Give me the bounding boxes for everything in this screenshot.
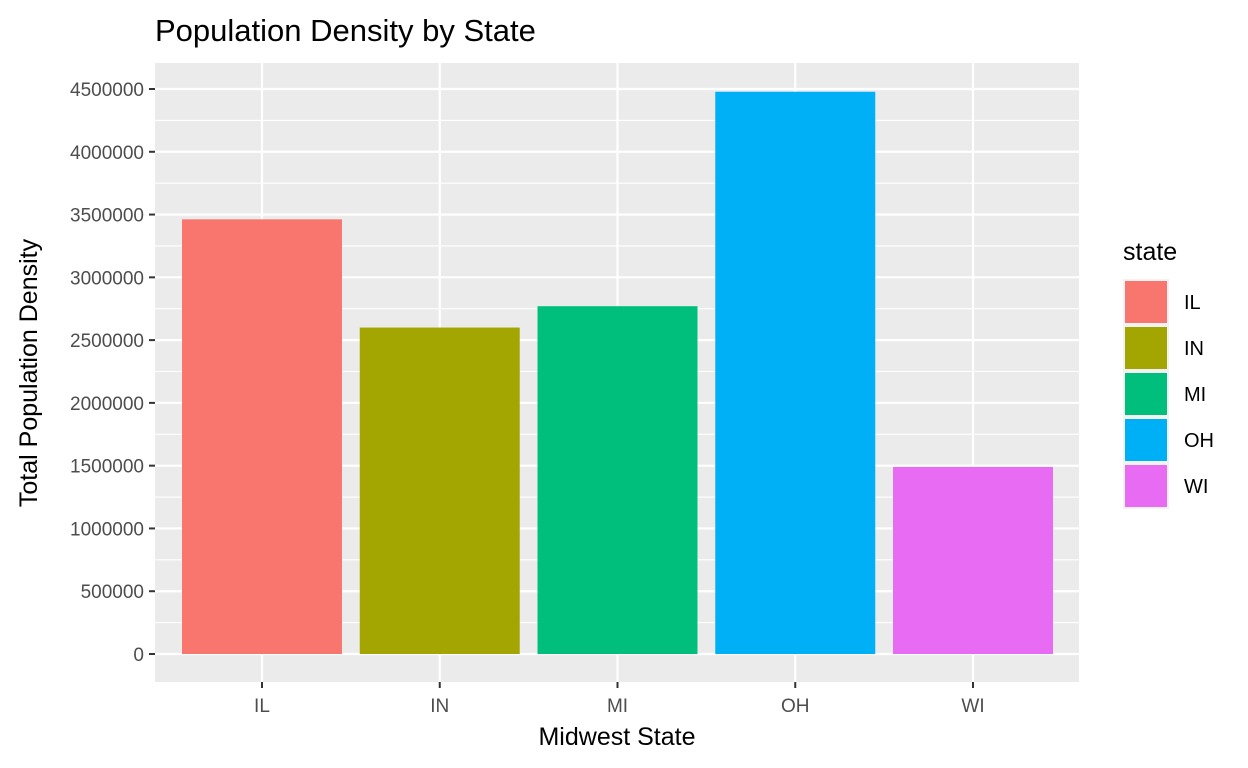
bar-oh — [715, 91, 876, 655]
legend-swatch-in — [1125, 327, 1167, 369]
y-tick-label: 1500000 — [70, 457, 144, 478]
bar-wi — [893, 466, 1053, 654]
y-tick-label: 4500000 — [70, 80, 144, 101]
x-tick-label: IL — [254, 696, 270, 717]
x-tick-label: MI — [607, 696, 628, 717]
bar-in — [359, 327, 520, 654]
legend: state IL IN MI OH WI — [1123, 238, 1214, 509]
x-tick-label: WI — [961, 696, 984, 717]
legend-label: WI — [1184, 476, 1208, 498]
x-tick-label: IN — [430, 696, 449, 717]
y-tick-label: 3000000 — [70, 268, 144, 289]
y-tick-label: 500000 — [81, 582, 144, 603]
y-tick-label: 2000000 — [70, 394, 144, 415]
legend-label: OH — [1184, 430, 1214, 452]
legend-swatch-oh — [1125, 419, 1167, 461]
y-axis: 0 500000 1000000 1500000 2000000 2500000 30000… — [70, 80, 155, 666]
y-tick-label: 2500000 — [70, 331, 144, 352]
legend-label: IL — [1184, 292, 1201, 314]
x-axis: IL IN MI OH WI — [254, 682, 985, 717]
bar-il — [182, 219, 342, 654]
y-axis-title: Total Population Density — [15, 238, 43, 507]
chart-title: Population Density by State — [155, 13, 536, 48]
bar-mi — [537, 306, 698, 654]
x-axis-title: Midwest State — [538, 723, 695, 751]
legend-swatch-mi — [1125, 373, 1167, 415]
legend-swatch-wi — [1125, 465, 1167, 507]
legend-title: state — [1123, 238, 1177, 266]
y-tick-label: 0 — [133, 645, 144, 666]
x-tick-label: OH — [781, 696, 810, 717]
bars — [182, 91, 1053, 655]
legend-label: IN — [1184, 338, 1204, 360]
y-tick-label: 3500000 — [70, 206, 144, 227]
legend-label: MI — [1184, 384, 1206, 406]
y-tick-label: 4000000 — [70, 143, 144, 164]
legend-swatch-il — [1125, 281, 1167, 323]
y-tick-label: 1000000 — [70, 519, 144, 540]
